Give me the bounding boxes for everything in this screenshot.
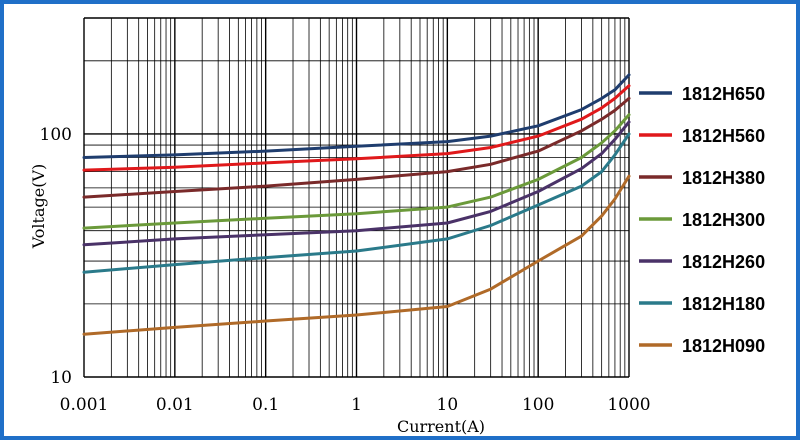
y-tick-label: 100 bbox=[40, 125, 72, 145]
x-tick-label: 0.01 bbox=[156, 395, 194, 415]
legend-label-1812H300: 1812H300 bbox=[682, 210, 765, 230]
series-line-1812H560 bbox=[82, 84, 631, 172]
series-line-1812H650 bbox=[82, 73, 631, 159]
x-tick-label: 1000 bbox=[607, 395, 650, 415]
series-line-1812H380 bbox=[82, 96, 631, 199]
legend-label-1812H650: 1812H650 bbox=[682, 84, 765, 104]
legend-label-1812H260: 1812H260 bbox=[682, 252, 765, 272]
x-axis-title: Current(A) bbox=[397, 417, 485, 436]
y-axis-title: Voltage(V) bbox=[29, 164, 48, 250]
y-tick-labels: 10 100 bbox=[40, 125, 72, 388]
y-tick-label: 10 bbox=[50, 368, 72, 388]
x-tick-labels: 0.001 0.01 0.1 1 10 100 1000 bbox=[60, 395, 651, 415]
series-line-1812H090 bbox=[82, 174, 631, 336]
legend-label-1812H560: 1812H560 bbox=[682, 126, 765, 146]
series-line-1812H180 bbox=[82, 132, 631, 274]
series-lines bbox=[82, 73, 631, 336]
x-tick-label: 1 bbox=[351, 395, 362, 415]
legend: 1812H650 1812H560 1812H380 1812H300 1812H260… bbox=[639, 84, 765, 356]
chart-grid bbox=[83, 17, 630, 378]
series-line-1812H260 bbox=[82, 120, 631, 247]
x-tick-label: 0.1 bbox=[252, 395, 279, 415]
series-line-1812H300 bbox=[82, 113, 631, 230]
legend-label-1812H380: 1812H380 bbox=[682, 168, 765, 188]
x-tick-label: 100 bbox=[522, 395, 554, 415]
x-tick-label: 0.001 bbox=[60, 395, 109, 415]
legend-label-1812H090: 1812H090 bbox=[682, 336, 765, 356]
x-tick-label: 10 bbox=[437, 395, 459, 415]
legend-label-1812H180: 1812H180 bbox=[682, 294, 765, 314]
